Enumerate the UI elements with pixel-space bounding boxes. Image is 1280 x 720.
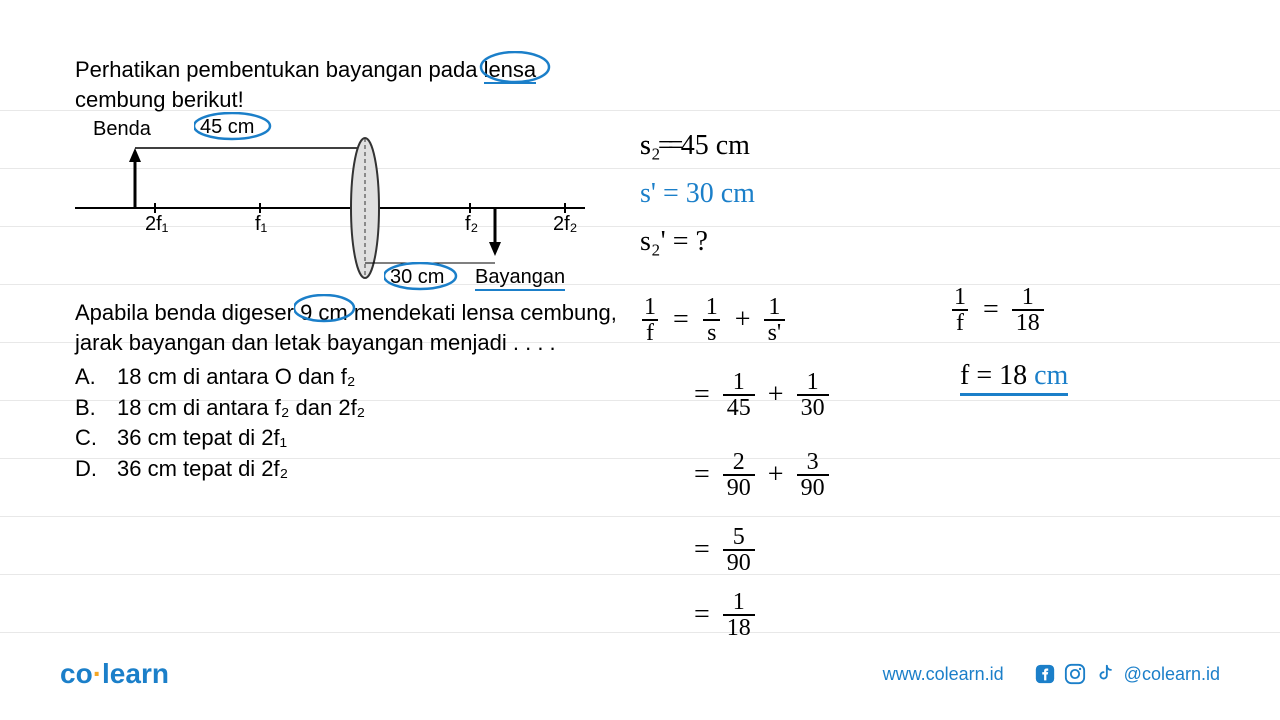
- answer-options: A.18 cm di antara O dan f₂ B.18 cm di an…: [75, 362, 625, 485]
- hw-s2prime: s₂' = ?: [640, 226, 708, 258]
- brand-pre: co: [60, 658, 93, 689]
- hw-step5: = 118: [688, 590, 755, 640]
- option-b: B.18 cm di antara f₂ dan 2f₂: [75, 393, 625, 424]
- tiktok-icon: [1094, 663, 1116, 685]
- option-a: A.18 cm di antara O dan f₂: [75, 362, 625, 393]
- social-icons: @colearn.id: [1034, 663, 1220, 685]
- brand-dot-icon: ·: [93, 658, 102, 689]
- facebook-icon: [1034, 663, 1056, 685]
- circled-9cm-text: 9 cm: [300, 300, 348, 325]
- problem-continuation: Apabila benda digeser 9 cm mendekati len…: [75, 298, 625, 357]
- footer-url: www.colearn.id: [883, 664, 1004, 685]
- dist-object-label: 45 cm: [200, 116, 254, 139]
- hw-step2: = 145 + 130: [688, 370, 829, 420]
- footer: co·learn www.colearn.id @colearn.id: [60, 658, 1220, 690]
- benda-label: Benda: [93, 118, 151, 141]
- option-a-text: 18 cm di antara O dan f₂: [117, 362, 355, 393]
- footer-handle: @colearn.id: [1124, 664, 1220, 685]
- hw-step4: = 590: [688, 525, 755, 575]
- circled-lensa: lensa: [484, 55, 537, 85]
- dist-image-label: 30 cm: [390, 266, 444, 289]
- hw-s2: s₂ =: [640, 130, 683, 162]
- problem-after-pre: Apabila benda digeser: [75, 300, 294, 325]
- hw-sprime: s' = 30 cm: [640, 178, 755, 210]
- hw-f-result-val: f = 18: [960, 360, 1027, 391]
- footer-right: www.colearn.id @colearn.id: [883, 663, 1220, 685]
- problem-panel: Perhatikan pembentukan bayangan pada len…: [75, 55, 625, 485]
- brand-post: learn: [102, 658, 169, 689]
- axis-2f1: 2f₁: [145, 213, 168, 236]
- problem-line2: cembung berikut!: [75, 87, 244, 112]
- dist-object-text: 45 cm: [200, 116, 254, 138]
- bayangan-label: Bayangan: [475, 266, 565, 291]
- circled-9cm: 9 cm: [300, 298, 348, 328]
- problem-line1-pre: Perhatikan pembentukan bayangan pada: [75, 57, 477, 82]
- instagram-icon: [1064, 663, 1086, 685]
- circled-lensa-text: lensa: [484, 57, 537, 84]
- lens-diagram: Benda 45 cm: [75, 118, 595, 298]
- option-d-text: 36 cm tepat di 2f₂: [117, 454, 288, 485]
- axis-f1: f₁: [255, 213, 267, 236]
- option-d: D.36 cm tepat di 2f₂: [75, 454, 625, 485]
- axis-2f2: 2f₂: [553, 213, 577, 236]
- hw-f-result-unit: cm: [1034, 360, 1068, 391]
- hw-lens-equation: 1f = 1s + 1s': [640, 295, 785, 345]
- hw-step3: = 290 + 390: [688, 450, 829, 500]
- problem-text: Perhatikan pembentukan bayangan pada len…: [75, 55, 625, 114]
- option-c-text: 36 cm tepat di 2f₁: [117, 423, 287, 454]
- axis-f2: f₂: [465, 213, 478, 236]
- brand-logo: co·learn: [60, 658, 169, 690]
- dist-image-text: 30 cm: [390, 266, 444, 288]
- option-b-text: 18 cm di antara f₂ dan 2f₂: [117, 393, 365, 424]
- hw-f-result: f = 18 cm: [960, 360, 1068, 392]
- option-c: C.36 cm tepat di 2f₁: [75, 423, 625, 454]
- hw-right-eq: 1f = 118: [950, 285, 1044, 335]
